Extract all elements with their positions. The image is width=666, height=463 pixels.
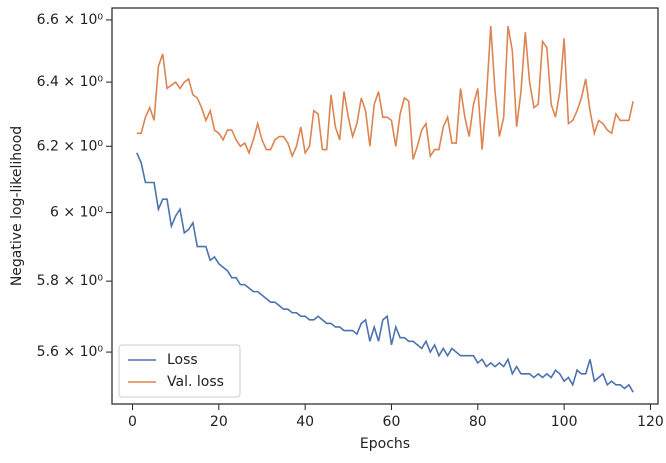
y-tick-label: 6.2 × 10⁰ [37,138,104,154]
x-axis-label: Epochs [360,436,410,452]
legend-label: Loss [167,352,198,368]
x-tick-label: 60 [383,414,401,430]
y-tick-label: 6.4 × 10⁰ [37,74,104,90]
y-tick-label: 6.6 × 10⁰ [37,12,104,28]
y-tick-label: 5.6 × 10⁰ [37,344,104,360]
y-axis-label: Negative log-likelihood [9,126,25,286]
legend-box [118,344,241,398]
x-tick-label: 80 [469,414,487,430]
x-tick-label: 100 [551,414,578,430]
x-tick-label: 40 [296,414,314,430]
line-series [136,152,634,393]
plot-frame [111,7,659,405]
legend-label: Val. loss [167,374,224,390]
y-tick-label: 5.8 × 10⁰ [37,273,104,289]
x-tick-label: 0 [128,414,137,430]
line-series [136,25,634,160]
y-tick-label: 6 × 10⁰ [50,205,103,221]
x-tick-label: 20 [210,414,228,430]
x-tick-label: 120 [637,414,664,430]
